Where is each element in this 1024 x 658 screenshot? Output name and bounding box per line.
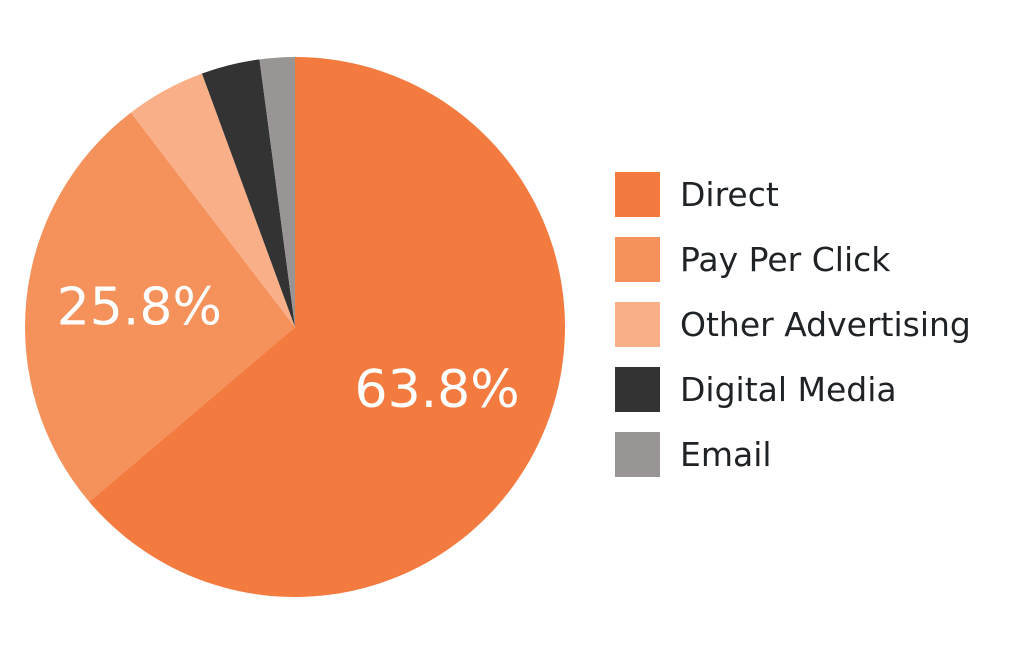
legend-label: Other Advertising [680,305,971,344]
legend-swatch [615,432,660,477]
slice-label-direct: 63.8% [354,360,519,420]
legend-item-other-advertising: Other Advertising [615,302,971,347]
pie-slice-labels: 63.8% 25.8% [57,277,520,420]
legend-label: Direct [680,175,779,214]
legend-swatch [615,237,660,282]
legend: Direct Pay Per Click Other Advertising D… [615,172,971,497]
slice-label-pay-per-click: 25.8% [57,277,222,337]
pie-slice-email [259,57,295,327]
legend-item-pay-per-click: Pay Per Click [615,237,971,282]
legend-swatch [615,302,660,347]
legend-item-digital-media: Digital Media [615,367,971,412]
legend-label: Pay Per Click [680,240,891,279]
legend-label: Digital Media [680,370,897,409]
legend-swatch [615,172,660,217]
pie-slices [24,57,565,597]
pie-slice-direct [89,57,565,597]
pie-slice-other-advertising [130,73,295,327]
pie-slice-digital-media [201,59,295,327]
legend-item-email: Email [615,432,971,477]
legend-item-direct: Direct [615,172,971,217]
pie-slice-pay-per-click [24,112,296,502]
legend-swatch [615,367,660,412]
legend-label: Email [680,435,772,474]
